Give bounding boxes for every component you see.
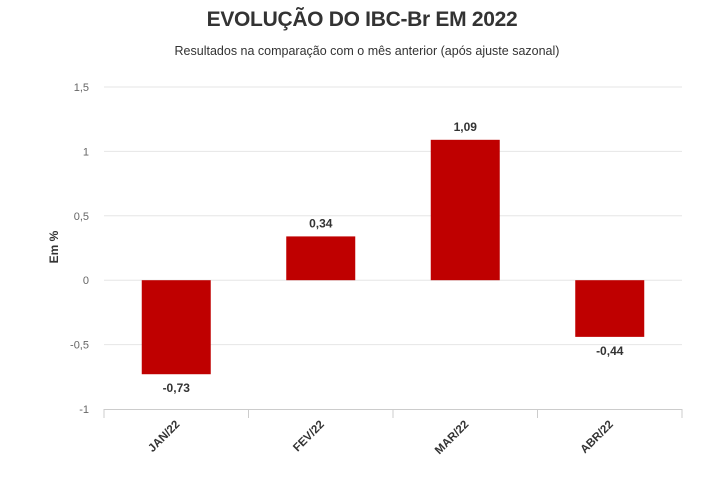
data-label: -0,73 — [163, 381, 191, 395]
x-tick-label: ABR/22 — [578, 419, 615, 456]
bar-jan-22 — [141, 280, 211, 375]
x-axis: JAN/22 FEV/22 MAR/22 ABR/22 — [103, 409, 683, 457]
y-tick-label: 1 — [83, 146, 89, 158]
bar-mar-22 — [430, 139, 500, 281]
y-tick-label: 0 — [83, 275, 89, 287]
x-tick-label: FEV/22 — [291, 419, 327, 455]
y-tick-label: 0,5 — [74, 211, 89, 223]
chart-title: EVOLUÇÃO DO IBC-Br EM 2022 — [206, 8, 518, 31]
data-label: 0,34 — [309, 216, 333, 230]
x-tick-label: MAR/22 — [433, 419, 471, 457]
y-axis-ticks: 1,5 1 0,5 0 -0,5 -1 — [70, 82, 89, 416]
y-tick-label: 1,5 — [74, 82, 89, 94]
x-tick-label: JAN/22 — [146, 419, 182, 455]
y-tick-label: -0,5 — [70, 340, 89, 352]
data-label: -0,44 — [596, 344, 624, 358]
data-label: 1,09 — [454, 120, 478, 134]
y-tick-label: -1 — [79, 404, 89, 416]
bars — [141, 139, 645, 375]
data-labels: -0,73 0,34 1,09 -0,44 — [163, 120, 624, 395]
bar-abr-22 — [575, 280, 645, 337]
chart-subtitle: Resultados na comparação com o mês anter… — [174, 44, 560, 58]
y-axis-label: Em % — [47, 230, 61, 263]
bar-fev-22 — [286, 236, 356, 281]
